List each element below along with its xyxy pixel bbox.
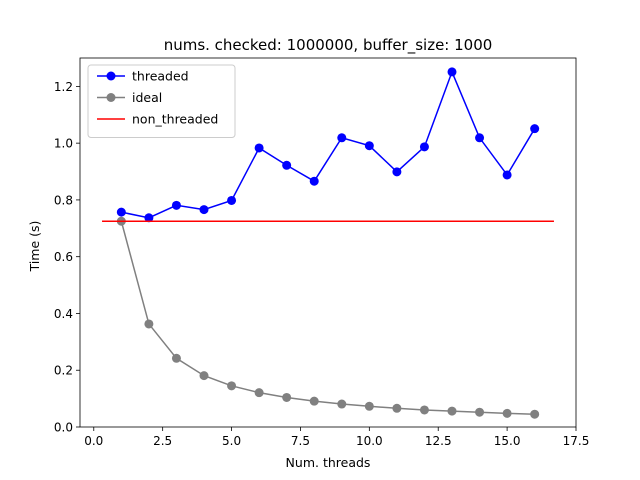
legend-entry: non_threaded: [132, 112, 218, 127]
legend-marker-threaded: [106, 71, 116, 81]
legend-marker-ideal: [106, 93, 116, 102]
legend-entry: ideal: [132, 90, 162, 105]
x-tick-label: 2.5: [153, 434, 172, 448]
y-tick-label: 1.2: [54, 80, 73, 94]
data-point-threaded: [475, 133, 485, 143]
data-point-threaded: [530, 124, 540, 134]
chart-title: nums. checked: 1000000, buffer_size: 100…: [164, 36, 493, 55]
data-point-ideal: [530, 409, 540, 419]
data-point-threaded: [144, 213, 154, 223]
data-point-ideal: [475, 407, 485, 417]
data-point-ideal: [337, 399, 347, 409]
data-point-ideal: [227, 381, 237, 391]
series-line-threaded: [121, 69, 536, 219]
x-tick-label: 5.0: [222, 434, 241, 448]
y-tick-label: 0.4: [54, 307, 73, 321]
y-tick-label: 1.0: [54, 137, 73, 151]
data-point-ideal: [502, 408, 512, 418]
data-point-threaded: [199, 205, 209, 215]
y-tick-label: 0.8: [54, 193, 73, 207]
data-point-ideal: [144, 319, 154, 329]
x-tick-label: 15.0: [494, 434, 521, 448]
data-point-threaded: [502, 170, 512, 180]
data-point-threaded: [337, 133, 347, 143]
data-point-ideal: [364, 401, 374, 411]
data-point-threaded: [419, 142, 429, 152]
data-point-threaded: [171, 200, 181, 210]
data-point-ideal: [171, 353, 181, 363]
axes-frame: [79, 57, 577, 428]
data-point-threaded: [309, 176, 319, 186]
x-tick-label: 17.5: [563, 434, 590, 448]
data-point-threaded: [392, 167, 402, 177]
data-point-threaded: [447, 67, 457, 77]
data-point-threaded: [254, 143, 264, 153]
x-tick-label: 10.0: [356, 434, 383, 448]
data-point-ideal: [392, 403, 402, 413]
data-point-threaded: [116, 207, 126, 217]
data-point-ideal: [254, 388, 264, 398]
data-point-ideal: [419, 405, 429, 415]
x-tick-label: 0.0: [84, 434, 103, 448]
data-point-threaded: [364, 141, 374, 151]
plot-area: 0.0 2.5 5.0 7.5 10.0 12.5 15.0 17.5 0.0 0.2 0.4 0.6…: [54, 57, 590, 448]
y-tick-label: 0.2: [54, 364, 73, 378]
data-point-ideal: [447, 406, 457, 416]
x-tick-label: 12.5: [425, 434, 452, 448]
legend: threaded ideal non_threaded: [87, 64, 236, 138]
y-tick-label: 0.6: [54, 250, 73, 264]
series-line-ideal: [120, 221, 535, 415]
data-point-threaded: [282, 160, 292, 170]
data-point-threaded: [227, 195, 237, 205]
x-tick-label: 7.5: [291, 434, 310, 448]
data-point-ideal: [309, 396, 319, 406]
x-axis-label: Num. threads: [286, 455, 371, 470]
y-axis-label: Time (s): [27, 221, 42, 273]
y-tick-label: 0.0: [54, 421, 73, 435]
legend-entry: threaded: [132, 69, 189, 84]
data-point-ideal: [282, 392, 292, 402]
data-point-ideal: [199, 371, 209, 381]
